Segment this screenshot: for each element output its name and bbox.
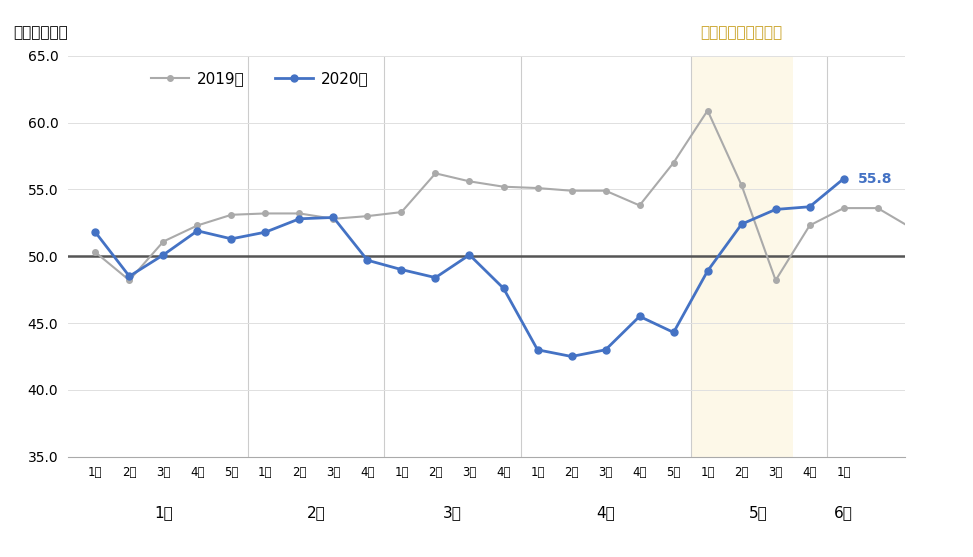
- 2019年: [464, 178, 476, 185]
- 2020年: [633, 313, 645, 320]
- 2019年: [396, 209, 408, 216]
- 2020年: [430, 274, 442, 281]
- 2020年: [362, 257, 374, 263]
- 2019年: [872, 205, 883, 212]
- Line: 2020年: 2020年: [91, 175, 847, 360]
- 2019年: [362, 213, 374, 219]
- Text: 6月: 6月: [834, 505, 853, 520]
- 2019年: [599, 187, 611, 194]
- Bar: [691, 56, 793, 457]
- 2019年: [124, 277, 135, 284]
- 2020年: [226, 236, 237, 242]
- 2019年: [192, 222, 203, 229]
- 2019年: [226, 212, 237, 218]
- 2020年: [396, 266, 408, 273]
- Text: 1月: 1月: [154, 505, 173, 520]
- Text: 消費マインド: 消費マインド: [14, 25, 68, 40]
- 2019年: [770, 277, 781, 284]
- 2020年: [565, 353, 577, 360]
- 2020年: [702, 267, 713, 274]
- 2019年: [906, 225, 918, 232]
- 2020年: [158, 252, 169, 258]
- Text: 53.0: 53.0: [0, 556, 1, 557]
- 2020年: [838, 175, 849, 182]
- 2020年: [531, 346, 543, 353]
- 2019年: [633, 202, 645, 209]
- 2020年: [328, 214, 340, 221]
- 2020年: [464, 252, 476, 258]
- 2019年: [328, 216, 340, 222]
- 2020年: [90, 229, 101, 236]
- Line: 2019年: 2019年: [92, 108, 949, 283]
- 2020年: [736, 221, 747, 227]
- 2019年: [260, 210, 271, 217]
- 2019年: [531, 185, 543, 192]
- Text: ゴールデンウィーク: ゴールデンウィーク: [701, 25, 782, 40]
- 2019年: [838, 205, 849, 212]
- 2019年: [667, 159, 679, 166]
- 2019年: [497, 183, 509, 190]
- 2019年: [294, 210, 306, 217]
- 2020年: [497, 285, 509, 292]
- Legend: 2019年, 2020年: 2019年, 2020年: [151, 71, 369, 86]
- 2020年: [260, 229, 271, 236]
- 2019年: [430, 170, 442, 177]
- 2020年: [124, 273, 135, 280]
- 2020年: [294, 216, 306, 222]
- 2019年: [565, 187, 577, 194]
- 2020年: [667, 329, 679, 336]
- 2019年: [804, 222, 815, 229]
- 2020年: [804, 203, 815, 210]
- Text: 55.8: 55.8: [857, 172, 892, 185]
- 2020年: [599, 346, 611, 353]
- 2019年: [90, 249, 101, 256]
- 2019年: [702, 107, 713, 114]
- Text: 3月: 3月: [443, 505, 462, 520]
- 2020年: [192, 227, 203, 234]
- 2020年: [770, 206, 781, 213]
- Text: 4月: 4月: [596, 505, 615, 520]
- 2019年: [940, 213, 952, 219]
- 2019年: [736, 182, 747, 189]
- 2019年: [158, 238, 169, 245]
- Text: 5月: 5月: [749, 505, 768, 520]
- Text: 2月: 2月: [307, 505, 326, 520]
